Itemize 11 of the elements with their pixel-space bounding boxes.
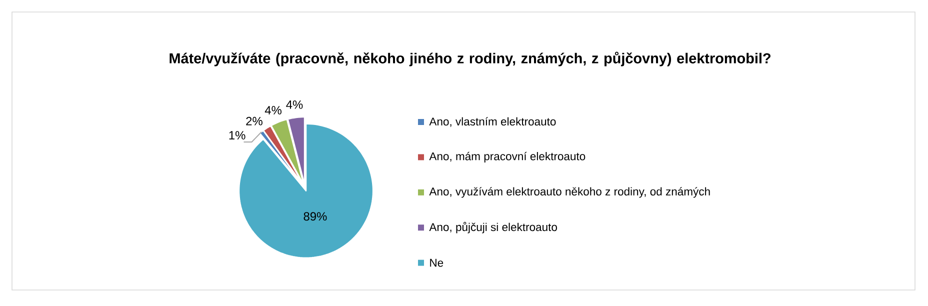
data-label: 1% [229, 131, 246, 140]
data-label: 4% [264, 106, 282, 114]
data-label: 89% [304, 212, 327, 221]
chart-title: Máte/využíváte (pracovně, někoho jiného z rodiny, známých, z půjčovny) elektromobil? [170, 52, 770, 66]
legend-label: Ano, mám pracovní elektroauto [429, 152, 586, 163]
legend-label: Ano, využívám elektroauto někoho z rodiny, od známých [429, 187, 710, 198]
data-label: 4% [286, 100, 303, 109]
legend-label: Ano, půjčuji si elektroauto [429, 222, 557, 234]
legend-label: Ano, vlastním elektroauto [429, 117, 556, 127]
legend-label: Ne [430, 258, 444, 267]
data-label: 2% [246, 116, 262, 126]
